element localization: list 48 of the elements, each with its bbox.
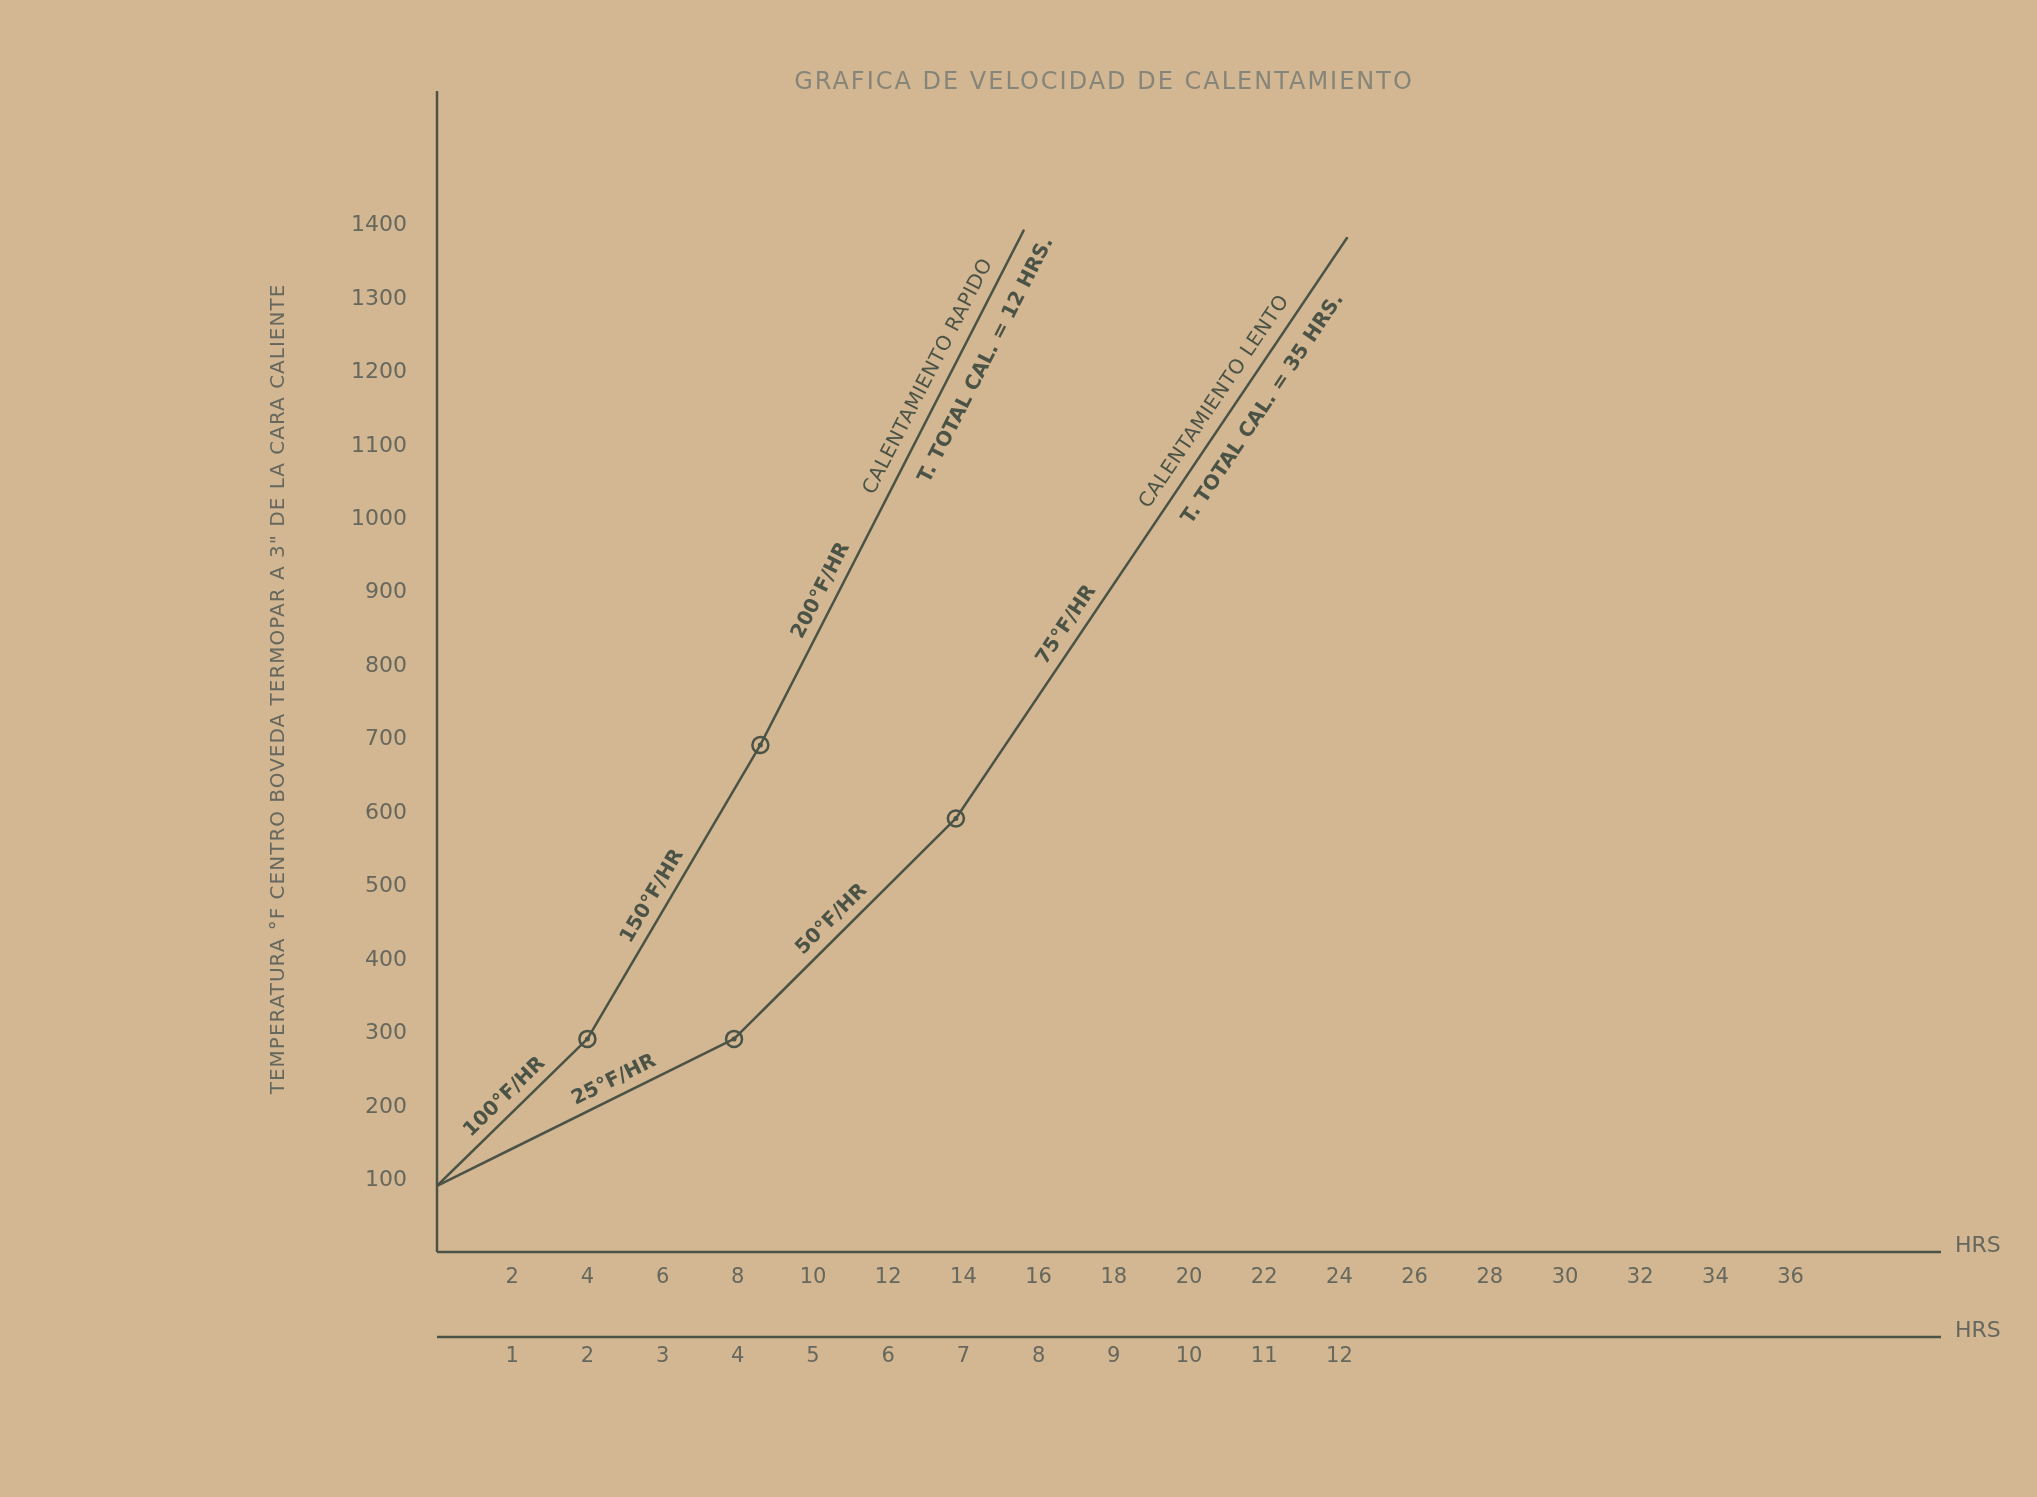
x-tick-label: 10 [799, 1263, 827, 1288]
x2-tick-label: 6 [881, 1342, 895, 1367]
y-axis-title: TEMPERATURA °F CENTRO BOVEDA TERMOPAR A 3" DE LA CARA CALIENTE [265, 283, 289, 1096]
x-tick-label: 16 [1025, 1263, 1052, 1288]
x2-tick-label: 1 [505, 1342, 519, 1367]
y-tick-label: 100 [365, 1166, 407, 1192]
x2-tick-label: 3 [655, 1342, 670, 1367]
x-tick-label: 22 [1250, 1263, 1278, 1288]
y-tick-label: 1000 [351, 505, 407, 530]
chart-title: GRAFICA DE VELOCIDAD DE CALENTAMIENTO [794, 67, 1414, 95]
y-tick-label: 400 [365, 945, 407, 971]
x2-tick-label: 5 [806, 1342, 820, 1367]
y-tick-label: 300 [365, 1019, 407, 1045]
x2-tick-label: 7 [956, 1342, 971, 1367]
x2-tick-label: 11 [1250, 1342, 1278, 1367]
x2-tick-label: 12 [1326, 1342, 1353, 1367]
y-tick-label: 700 [365, 725, 407, 751]
x-tick-label: 6 [655, 1263, 670, 1288]
x-tick-label: 12 [874, 1263, 902, 1288]
x-tick-label: 8 [731, 1263, 745, 1288]
x2-tick-label: 9 [1107, 1342, 1121, 1367]
y-tick-label: 200 [365, 1092, 407, 1118]
y-tick-label: 1300 [351, 284, 407, 310]
x-tick-label: 28 [1476, 1263, 1504, 1288]
x-tick-label: 36 [1777, 1263, 1804, 1288]
x-tick-label: 20 [1175, 1263, 1203, 1288]
y-tick-label: 1200 [351, 358, 407, 384]
x2-tick-label: 2 [580, 1342, 595, 1367]
x-tick-label: 4 [580, 1263, 595, 1288]
x2-tick-label: 10 [1175, 1342, 1203, 1367]
x2-axis-title: HRS [1955, 1316, 2001, 1342]
x-tick-label: 24 [1326, 1263, 1353, 1288]
x-axis-title: HRS [1955, 1231, 2001, 1257]
x-tick-label: 30 [1551, 1263, 1579, 1288]
y-tick-label: 1400 [351, 211, 407, 237]
x2-tick-label: 8 [1031, 1342, 1046, 1367]
x-tick-label: 32 [1626, 1263, 1654, 1288]
y-tick-label: 1100 [351, 431, 407, 457]
y-tick-label: 600 [365, 798, 407, 824]
x-tick-label: 26 [1401, 1263, 1428, 1288]
x-tick-label: 34 [1702, 1263, 1729, 1288]
y-tick-label: 900 [365, 578, 407, 604]
y-tick-label: 800 [365, 651, 407, 677]
x-tick-label: 18 [1100, 1263, 1128, 1288]
y-tick-label: 500 [365, 872, 407, 898]
x2-tick-label: 4 [731, 1342, 745, 1367]
x-tick-label: 14 [950, 1263, 977, 1288]
x-tick-label: 2 [505, 1263, 519, 1288]
